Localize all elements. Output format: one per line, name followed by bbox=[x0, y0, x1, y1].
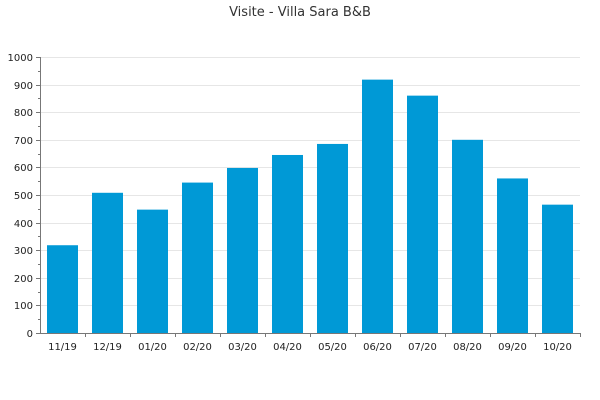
x-tick-label: 12/19 bbox=[93, 342, 122, 353]
grid-lines bbox=[40, 57, 580, 306]
x-tick-label: 04/20 bbox=[273, 342, 302, 353]
x-tick-label: 07/20 bbox=[408, 342, 437, 353]
x-tick-label: 09/20 bbox=[498, 342, 527, 353]
bar-01-20 bbox=[137, 209, 168, 333]
x-tick-label: 03/20 bbox=[228, 342, 257, 353]
bar-10-20 bbox=[542, 204, 573, 333]
y-axis-ticks: 0 100 200 300 400 500 600 700 800 900 1000 bbox=[8, 53, 40, 340]
bar-11-19 bbox=[47, 245, 78, 333]
bar-12-19 bbox=[92, 192, 123, 333]
y-tick-label: 700 bbox=[14, 136, 33, 147]
y-tick-label: 600 bbox=[14, 163, 33, 174]
x-tick-label: 10/20 bbox=[543, 342, 572, 353]
y-tick-label: 0 bbox=[27, 329, 33, 340]
bar-02-20 bbox=[182, 182, 213, 333]
x-tick-label: 06/20 bbox=[363, 342, 392, 353]
bar-04-20 bbox=[272, 154, 303, 333]
y-tick-label: 1000 bbox=[8, 53, 33, 64]
x-tick-label: 11/19 bbox=[48, 342, 77, 353]
x-tick-label: 05/20 bbox=[318, 342, 347, 353]
x-tick-label: 08/20 bbox=[453, 342, 482, 353]
y-tick-label: 500 bbox=[14, 191, 33, 202]
chart-title: Visite - Villa Sara B&B bbox=[229, 5, 371, 20]
x-tick-label: 02/20 bbox=[183, 342, 212, 353]
x-tick-label: 01/20 bbox=[138, 342, 167, 353]
bar-07-20 bbox=[407, 95, 438, 333]
bar-08-20 bbox=[452, 139, 483, 333]
bar-03-20 bbox=[227, 167, 258, 333]
y-tick-label: 100 bbox=[14, 301, 33, 312]
bar-05-20 bbox=[317, 143, 348, 333]
y-tick-label: 900 bbox=[14, 81, 33, 92]
y-tick-label: 800 bbox=[14, 108, 33, 119]
bar-06-20 bbox=[362, 79, 393, 333]
y-tick-label: 400 bbox=[14, 219, 33, 230]
y-tick-label: 300 bbox=[14, 246, 33, 257]
x-axis-ticks: 11/19 12/19 01/20 02/20 03/20 04/20 05/20 06/20… bbox=[48, 333, 581, 353]
bar-09-20 bbox=[497, 178, 528, 333]
bars bbox=[47, 79, 573, 333]
y-tick-label: 200 bbox=[14, 274, 33, 285]
